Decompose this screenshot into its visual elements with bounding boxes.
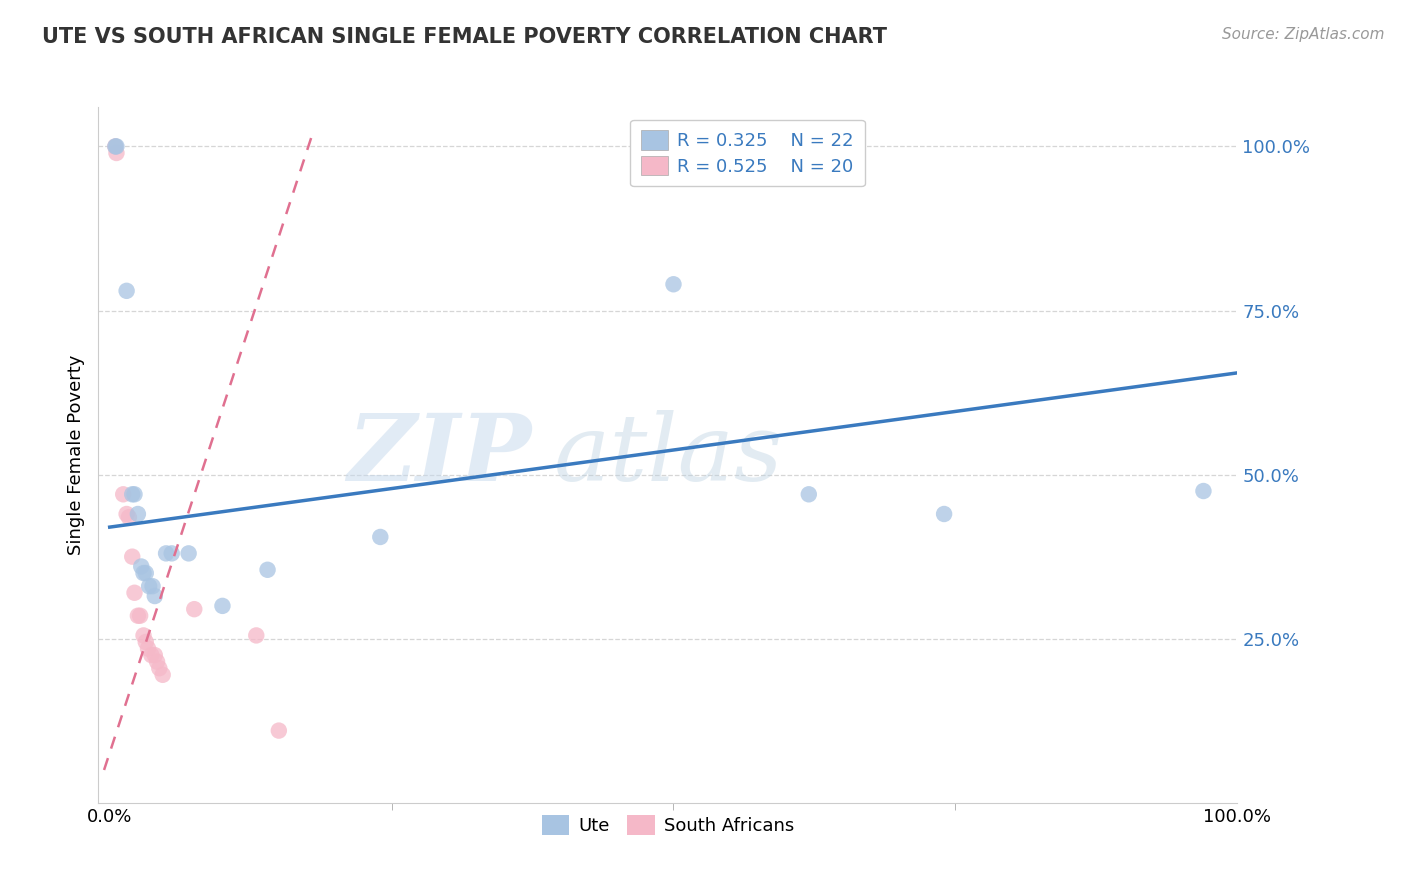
Y-axis label: Single Female Poverty: Single Female Poverty [66, 355, 84, 555]
Legend: Ute, South Africans: Ute, South Africans [534, 808, 801, 842]
Point [115, 507, 138, 521]
Point [211, 599, 233, 613]
Text: UTE VS SOUTH AFRICAN SINGLE FEMALE POVERTY CORRELATION CHART: UTE VS SOUTH AFRICAN SINGLE FEMALE POVER… [42, 27, 887, 46]
Text: Source: ZipAtlas.com: Source: ZipAtlas.com [1222, 27, 1385, 42]
Point [112, 487, 135, 501]
Point [245, 628, 267, 642]
Point [132, 628, 155, 642]
Point [797, 487, 820, 501]
Point [148, 661, 170, 675]
Text: ZIP: ZIP [347, 410, 531, 500]
Point [143, 589, 166, 603]
Point [143, 648, 166, 662]
Point [118, 510, 141, 524]
Point [127, 608, 149, 623]
Point [132, 566, 155, 580]
Point [127, 507, 149, 521]
Point [105, 146, 128, 161]
Point [183, 602, 205, 616]
Point [115, 284, 138, 298]
Point [177, 546, 200, 560]
Point [141, 579, 163, 593]
Point [136, 641, 159, 656]
Point [146, 655, 169, 669]
Point [129, 559, 152, 574]
Point [141, 648, 163, 662]
Text: atlas: atlas [554, 410, 783, 500]
Point [256, 563, 278, 577]
Point [932, 507, 955, 521]
Point [121, 549, 143, 564]
Point [152, 668, 174, 682]
Point [267, 723, 290, 738]
Point [138, 579, 160, 593]
Point [1192, 483, 1215, 498]
Point [104, 139, 127, 153]
Point [662, 277, 685, 292]
Point [124, 586, 146, 600]
Point [104, 139, 127, 153]
Point [124, 487, 146, 501]
Point [105, 139, 128, 153]
Point [160, 546, 183, 560]
Point [121, 487, 143, 501]
Point [135, 566, 157, 580]
Point [368, 530, 391, 544]
Point [129, 608, 152, 623]
Point [135, 635, 157, 649]
Point [155, 546, 177, 560]
